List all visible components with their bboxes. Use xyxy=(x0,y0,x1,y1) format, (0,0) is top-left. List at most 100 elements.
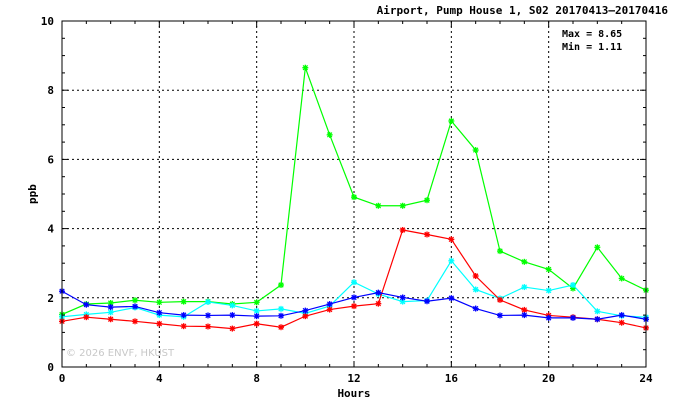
data-point xyxy=(399,202,406,209)
y-tick-label: 6 xyxy=(47,153,54,166)
y-tick-label: 4 xyxy=(47,223,54,236)
marker-stroke xyxy=(253,313,260,319)
data-point xyxy=(132,318,138,325)
marker-stroke xyxy=(83,302,90,308)
data-point xyxy=(278,281,284,288)
data-point xyxy=(132,303,138,310)
marker-stroke xyxy=(107,300,114,306)
marker-stroke xyxy=(156,299,163,306)
series-4 xyxy=(59,288,649,323)
data-point xyxy=(351,303,357,310)
marker-stroke xyxy=(521,259,528,265)
marker-stroke xyxy=(375,289,382,296)
data-point xyxy=(521,258,528,265)
data-point xyxy=(375,289,382,296)
marker-stroke xyxy=(497,297,503,303)
marker-stroke xyxy=(278,306,284,312)
data-point xyxy=(545,314,552,321)
marker-stroke xyxy=(448,236,455,243)
y-tick-label: 10 xyxy=(41,15,54,28)
data-point xyxy=(472,147,479,154)
data-point xyxy=(570,314,576,321)
data-point xyxy=(156,299,163,306)
marker-stroke xyxy=(424,298,430,304)
data-point xyxy=(302,313,309,320)
marker-stroke xyxy=(545,287,552,294)
data-point xyxy=(107,316,114,323)
marker-stroke xyxy=(472,286,479,293)
marker-stroke xyxy=(302,313,309,319)
marker-stroke xyxy=(132,318,138,325)
data-point xyxy=(253,320,260,327)
data-point xyxy=(424,197,430,204)
data-point xyxy=(570,281,576,288)
data-point xyxy=(448,117,455,124)
marker-stroke xyxy=(229,302,236,309)
data-point xyxy=(326,131,333,138)
data-point xyxy=(107,304,114,311)
data-point xyxy=(229,312,236,319)
marker-stroke xyxy=(205,312,211,319)
x-tick-label: 20 xyxy=(542,372,555,385)
data-point xyxy=(497,296,503,303)
data-point xyxy=(156,309,163,316)
y-axis-label: ppb xyxy=(26,184,39,204)
marker-stroke xyxy=(351,279,357,285)
data-point xyxy=(521,306,528,313)
data-point xyxy=(424,231,430,238)
data-point xyxy=(253,299,260,306)
data-point xyxy=(351,279,357,286)
data-point xyxy=(132,297,138,304)
marker-stroke xyxy=(132,297,138,303)
marker-stroke xyxy=(472,147,479,153)
marker-stroke xyxy=(594,244,601,250)
data-point xyxy=(594,244,601,251)
data-point xyxy=(180,323,187,330)
chart-title: Airport, Pump House 1, S02 20170413–2017… xyxy=(377,4,669,17)
marker-stroke xyxy=(180,298,187,305)
y-tick-label: 8 xyxy=(47,84,54,97)
marker-stroke xyxy=(156,309,163,316)
marker-stroke xyxy=(278,282,284,288)
data-point xyxy=(326,301,333,308)
data-point xyxy=(83,301,90,308)
marker-stroke xyxy=(570,282,576,288)
copyright-watermark: © 2026 ENVF, HKUST xyxy=(66,348,175,359)
data-point xyxy=(472,305,479,312)
marker-stroke xyxy=(326,132,333,138)
marker-stroke xyxy=(83,314,90,320)
data-point xyxy=(618,275,625,282)
marker-stroke xyxy=(521,312,528,318)
data-point xyxy=(107,309,114,316)
marker-stroke xyxy=(180,323,187,329)
marker-stroke xyxy=(107,316,114,322)
marker-stroke xyxy=(448,295,455,301)
x-axis-label: Hours xyxy=(337,387,370,400)
marker-stroke xyxy=(107,309,114,316)
data-point xyxy=(545,287,552,294)
data-point xyxy=(448,295,455,302)
data-point xyxy=(180,312,187,319)
y-tick-label: 2 xyxy=(47,292,54,305)
marker-stroke xyxy=(205,299,211,305)
data-point xyxy=(205,323,211,330)
min-label: Min = 1.11 xyxy=(562,41,622,53)
data-point xyxy=(472,286,479,293)
marker-stroke xyxy=(351,303,357,309)
marker-stroke xyxy=(253,308,260,314)
marker-stroke xyxy=(399,227,406,233)
marker-stroke xyxy=(326,301,333,307)
data-point xyxy=(278,324,284,331)
marker-stroke xyxy=(278,313,284,319)
data-point xyxy=(399,294,406,301)
data-point xyxy=(278,305,284,312)
marker-stroke xyxy=(326,306,333,313)
x-tick-label: 24 xyxy=(639,372,653,385)
marker-stroke xyxy=(521,307,528,313)
data-point xyxy=(156,320,163,327)
data-point xyxy=(618,319,625,326)
data-point xyxy=(375,300,382,307)
marker-stroke xyxy=(497,248,503,254)
marker-stroke xyxy=(448,258,455,264)
